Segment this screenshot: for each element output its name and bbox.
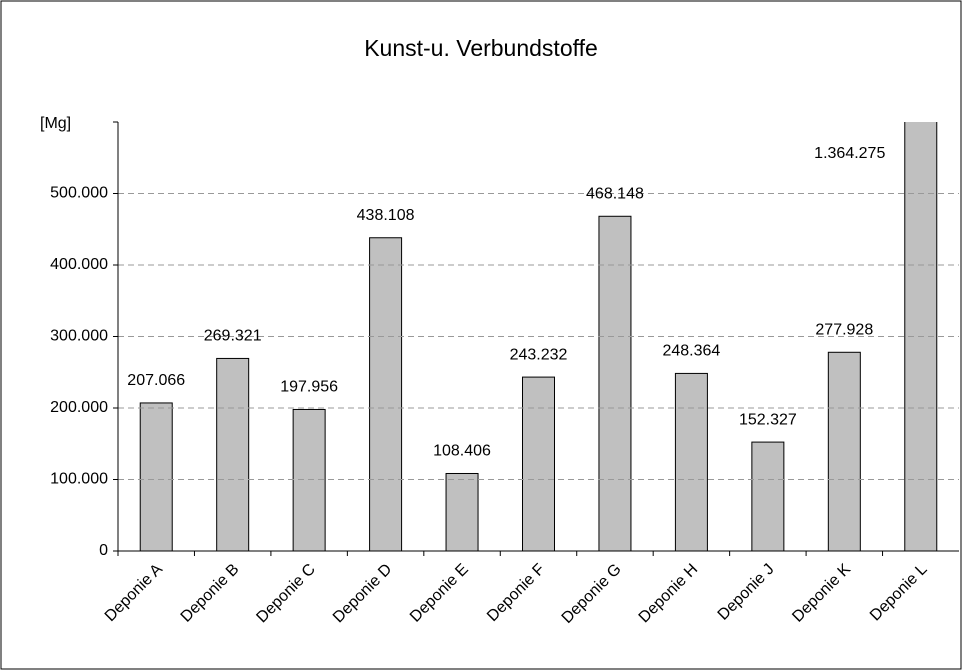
y-tick-label: 400.000 [50, 256, 108, 273]
y-tick-label: 100.000 [50, 471, 108, 488]
value-label: 468.148 [586, 185, 644, 202]
bar [292, 408, 326, 552]
value-label: 248.364 [662, 343, 720, 360]
value-label: 277.928 [815, 322, 873, 339]
bar [139, 402, 173, 552]
bar [369, 237, 403, 552]
value-label: 438.108 [357, 207, 415, 224]
value-label: 269.321 [204, 328, 262, 345]
y-tick-label: 300.000 [50, 328, 108, 345]
y-tick-label: 500.000 [50, 185, 108, 202]
y-tick-label: 0 [99, 542, 108, 559]
bar [827, 351, 861, 552]
value-label: 1.364.275 [814, 145, 885, 162]
bar [674, 372, 708, 552]
value-label: 152.327 [739, 411, 797, 428]
value-label: 243.232 [510, 346, 568, 363]
value-label: 197.956 [280, 379, 338, 396]
bar [522, 376, 555, 552]
value-label: 207.066 [127, 372, 185, 389]
y-tick-label: 200.000 [50, 399, 108, 416]
value-label: 108.406 [433, 443, 491, 460]
bar [598, 215, 632, 552]
bar [445, 472, 479, 552]
bar [751, 441, 785, 552]
chart-title: Kunst-u. Verbundstoffe [364, 35, 598, 61]
y-axis-label: [Mg] [40, 115, 71, 132]
bar [216, 357, 250, 552]
